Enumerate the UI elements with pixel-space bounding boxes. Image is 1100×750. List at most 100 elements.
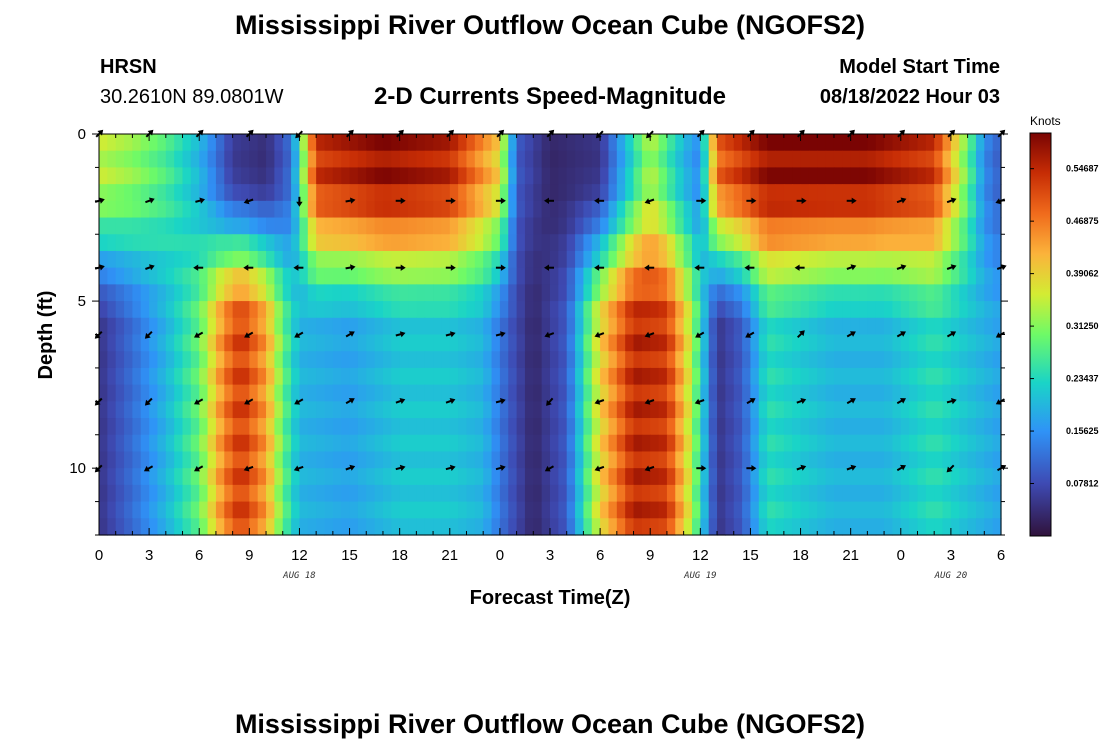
heatmap-cell [182, 401, 192, 419]
heatmap-cell [541, 518, 551, 536]
heatmap-cell [875, 217, 885, 235]
heatmap-cell [767, 384, 777, 402]
heatmap-cell [232, 451, 242, 469]
current-arrow [594, 465, 605, 472]
heatmap-cell [850, 451, 860, 469]
heatmap-cell [616, 217, 626, 235]
heatmap-cell [575, 384, 585, 402]
heatmap-cell [232, 250, 242, 269]
heatmap-cell [950, 217, 960, 235]
heatmap-cell [725, 401, 735, 419]
heatmap-cell [441, 501, 451, 519]
heatmap-cell [833, 434, 843, 453]
heatmap-cell [658, 401, 668, 419]
heatmap-cell [491, 484, 501, 503]
heatmap-cell [633, 134, 643, 152]
heatmap-cell [157, 301, 167, 319]
heatmap-cell [850, 317, 860, 336]
heatmap-cell [625, 351, 635, 369]
heatmap-cell [132, 150, 142, 169]
heatmap-cell [132, 351, 142, 369]
heatmap-cell [833, 301, 843, 319]
heatmap-cell [224, 434, 234, 453]
heatmap-cell [115, 468, 125, 486]
heatmap-cell [207, 434, 217, 453]
heatmap-cell [240, 317, 250, 336]
heatmap-cell [541, 167, 551, 185]
heatmap-cell [825, 301, 835, 319]
heatmap-cell [758, 150, 768, 169]
heatmap-cell [207, 367, 217, 386]
heatmap-cell [416, 401, 426, 419]
heatmap-cell [742, 301, 752, 319]
current-arrow [244, 331, 254, 338]
heatmap-cell [675, 384, 685, 402]
heatmap-cell [541, 200, 551, 219]
heatmap-cell [750, 134, 760, 152]
heatmap-cell [825, 401, 835, 419]
heatmap-cell [149, 451, 159, 469]
heatmap-cell [591, 451, 601, 469]
heatmap-cell [474, 250, 484, 269]
heatmap-cell [324, 317, 334, 336]
heatmap-cell [975, 200, 985, 219]
heatmap-cell [859, 317, 868, 336]
current-arrow [594, 331, 605, 338]
heatmap-cell [349, 134, 359, 152]
heatmap-cell [433, 334, 443, 352]
heatmap-cell [708, 200, 718, 219]
heatmap-cell [207, 150, 217, 169]
heatmap-cell [140, 518, 150, 536]
current-arrow [846, 398, 856, 405]
heatmap-cell [99, 150, 108, 169]
heatmap-cell [132, 250, 142, 269]
heatmap-cell [842, 384, 852, 402]
heatmap-cell [174, 134, 184, 152]
colorbar-tick-label: 0.15625 [1066, 426, 1099, 436]
heatmap-cell [558, 301, 568, 319]
heatmap-cell [950, 434, 960, 453]
heatmap-cell [825, 234, 835, 252]
heatmap-cell [742, 150, 752, 169]
current-arrow [896, 331, 906, 338]
heatmap-cell [717, 418, 726, 436]
heatmap-cell [808, 267, 818, 285]
heatmap-cell [416, 367, 426, 386]
heatmap-cell [767, 468, 777, 486]
heatmap-cell [499, 284, 509, 302]
heatmap-cell [232, 301, 242, 319]
heatmap-cell [349, 184, 359, 202]
heatmap-cell [817, 434, 827, 453]
heatmap-cell [942, 334, 952, 352]
heatmap-cell [474, 150, 484, 169]
heatmap-cell [884, 234, 894, 252]
heatmap-cell [132, 217, 142, 235]
heatmap-cell [683, 301, 693, 319]
heatmap-cell [165, 301, 175, 319]
heatmap-cell [324, 234, 334, 252]
heatmap-cell [909, 451, 919, 469]
heatmap-cell [600, 367, 610, 386]
heatmap-cell [708, 234, 718, 252]
heatmap-cell [575, 134, 585, 152]
heatmap-cell [299, 184, 309, 202]
heatmap-cell [892, 200, 902, 219]
heatmap-cell [767, 317, 777, 336]
heatmap-cell [591, 217, 601, 235]
heatmap-cell [132, 484, 142, 503]
heatmap-cell [675, 167, 685, 185]
heatmap-cell [608, 301, 618, 319]
heatmap-cell [758, 484, 768, 503]
heatmap-cell [483, 484, 493, 503]
heatmap-cell [466, 301, 476, 319]
heatmap-cell [691, 217, 701, 235]
heatmap-cell [416, 484, 426, 503]
heatmap-cell [374, 134, 384, 152]
heatmap-cell [800, 134, 810, 152]
heatmap-cell [541, 234, 551, 252]
heatmap-cell [967, 317, 977, 336]
heatmap-cell [165, 267, 175, 285]
heatmap-cell [483, 167, 493, 185]
heatmap-cell [483, 267, 493, 285]
heatmap-cell [399, 451, 409, 469]
